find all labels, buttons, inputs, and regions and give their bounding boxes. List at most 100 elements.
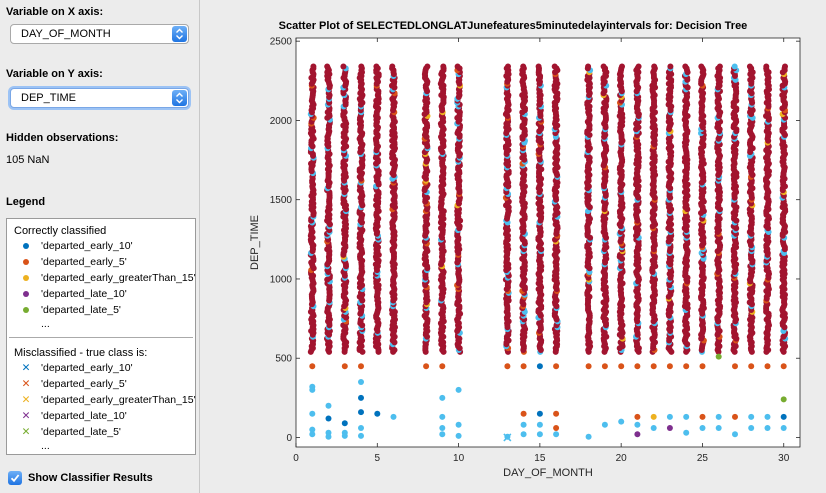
legend-mis-header: Misclassified - true class is: <box>14 347 148 359</box>
data-point <box>601 363 608 370</box>
data-point <box>358 409 364 416</box>
data-point <box>601 421 608 428</box>
data-point <box>390 413 397 420</box>
data-point <box>439 413 446 420</box>
data-point <box>341 363 348 370</box>
legend-correct-header: Correctly classified <box>14 225 107 237</box>
data-point <box>764 413 771 420</box>
data-point <box>358 432 364 439</box>
y-axis-title: DEP_TIME <box>249 215 261 270</box>
data-point <box>309 410 316 417</box>
legend-item: 'departed_late_10' <box>21 288 127 300</box>
data-point <box>764 425 771 431</box>
y-axis-select-value: DEP_TIME <box>21 92 77 104</box>
show-results-checkbox[interactable] <box>8 471 22 485</box>
data-point <box>715 413 722 420</box>
data-point <box>731 63 738 70</box>
show-results-label[interactable]: Show Classifier Results <box>28 472 153 484</box>
legend-item: 'departed_early_greaterThan_15' <box>21 272 196 284</box>
chevron-updown-icon[interactable] <box>172 26 187 42</box>
data-point <box>763 63 770 70</box>
chevron-updown-icon[interactable] <box>172 90 187 106</box>
x-tick-label: 10 <box>453 453 465 464</box>
data-point <box>666 413 673 420</box>
data-point <box>650 413 657 420</box>
data-point <box>520 431 527 438</box>
y-axis-select[interactable]: DEP_TIME <box>10 88 189 108</box>
data-point <box>651 63 658 70</box>
data-point <box>634 363 641 370</box>
data-point <box>439 363 446 370</box>
data-point <box>716 63 723 70</box>
legend-item: ✕'departed_early_5' <box>21 378 127 390</box>
data-point <box>667 63 674 70</box>
y-tick-label: 2000 <box>270 116 293 127</box>
data-point <box>535 63 542 70</box>
x-marker-icon: ✕ <box>21 426 31 438</box>
data-point <box>455 386 462 393</box>
legend-item: 'departed_early_10' <box>21 240 133 252</box>
data-point <box>746 63 753 70</box>
x-marker-icon: ✕ <box>21 378 31 390</box>
legend-label: Legend <box>6 196 46 208</box>
data-point <box>536 431 543 438</box>
x-axis-title: DAY_OF_MONTH <box>503 467 593 479</box>
plot-background <box>295 37 801 448</box>
data-point <box>732 413 738 420</box>
data-point <box>455 432 462 439</box>
x-tick-label: 5 <box>375 453 381 464</box>
legend-more: ... <box>41 318 50 330</box>
legend-item: ✕'departed_late_5' <box>21 426 121 438</box>
data-point <box>618 363 625 370</box>
legend-marker <box>23 291 29 297</box>
control-panel: Variable on X axis: DAY_OF_MONTH Variabl… <box>0 0 199 493</box>
legend-marker <box>23 275 29 281</box>
hidden-observations-value: 105 NaN <box>6 154 50 166</box>
data-point <box>340 63 347 70</box>
data-point <box>782 63 788 70</box>
y-axis-label: Variable on Y axis: <box>6 68 103 80</box>
x-tick-label: 0 <box>293 453 299 464</box>
legend-marker <box>23 259 29 265</box>
x-axis-select[interactable]: DAY_OF_MONTH <box>10 24 189 44</box>
scatter-plot[interactable]: 0 5 10 15 20 25 30 0 500 1000 1500 2000 2500 DAY_OF_M… <box>200 0 826 493</box>
legend-item: 'departed_late_5' <box>21 304 121 316</box>
data-point <box>520 363 527 370</box>
x-tick-label: 15 <box>534 453 546 464</box>
data-point <box>553 363 560 370</box>
y-tick-label: 0 <box>286 433 292 444</box>
x-marker-icon: ✕ <box>21 410 31 422</box>
data-point <box>650 425 657 431</box>
data-point <box>634 431 641 438</box>
legend-box: Correctly classified 'departed_early_10'… <box>6 218 196 455</box>
data-point <box>553 410 560 417</box>
legend-item: ✕'departed_late_10' <box>21 410 127 422</box>
data-point <box>504 363 511 370</box>
data-point <box>505 63 511 70</box>
data-point <box>324 63 331 70</box>
data-point <box>618 418 625 425</box>
data-point <box>358 363 364 370</box>
data-point <box>619 63 625 70</box>
data-point <box>780 425 787 431</box>
data-point <box>455 421 462 428</box>
data-point <box>748 363 755 370</box>
data-point <box>341 432 348 439</box>
data-point <box>780 396 787 403</box>
data-point <box>454 63 461 70</box>
x-axis-label: Variable on X axis: <box>6 6 104 18</box>
panel-divider <box>199 0 200 493</box>
y-tick-label: 500 <box>275 354 292 365</box>
checkmark-icon <box>10 474 20 483</box>
data-point <box>634 421 641 428</box>
x-marker-icon: ✕ <box>21 362 31 374</box>
plot-area: Scatter Plot of SELECTEDLONGLATJunefeatu… <box>200 0 826 493</box>
x-tick-label: 25 <box>697 453 709 464</box>
legend-divider <box>9 337 193 339</box>
data-point <box>424 63 431 70</box>
legend-more: ... <box>41 440 50 452</box>
data-point <box>325 433 332 440</box>
data-point <box>439 425 446 431</box>
data-point <box>309 363 316 370</box>
data-point <box>683 363 690 370</box>
